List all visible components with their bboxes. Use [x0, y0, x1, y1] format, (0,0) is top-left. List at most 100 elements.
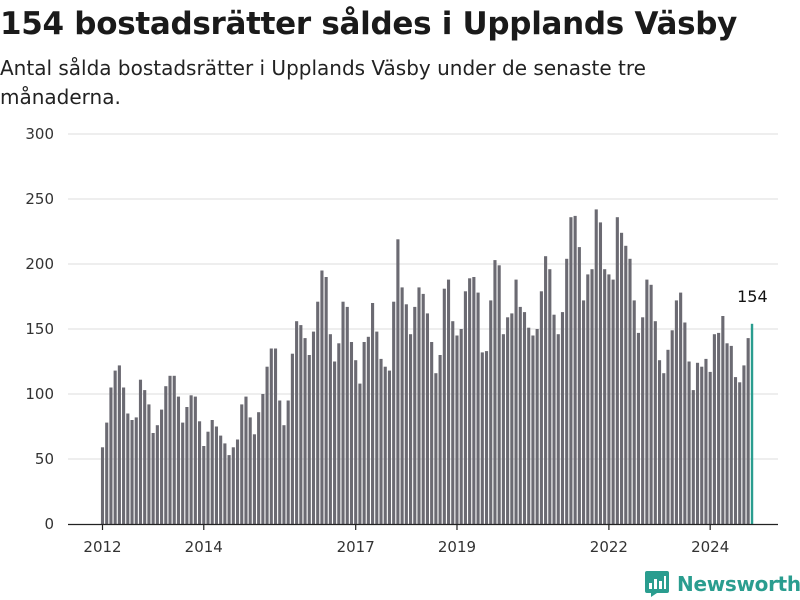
bar: [666, 349, 670, 524]
page-title: 154 bostadsrätter såldes i Upplands Väsb…: [0, 6, 738, 42]
bar: [628, 258, 632, 524]
bar: [586, 274, 590, 524]
bar: [459, 329, 463, 524]
bar: [569, 217, 573, 524]
bar: [438, 355, 442, 524]
bar: [354, 360, 358, 524]
bar: [240, 404, 244, 524]
bar: [577, 247, 581, 524]
bar: [295, 321, 299, 524]
bar: [531, 335, 535, 524]
bar: [573, 215, 577, 524]
bar: [366, 336, 370, 524]
bar: [396, 239, 400, 525]
bar: [269, 348, 273, 524]
bar: [307, 355, 311, 524]
bar: [582, 300, 586, 524]
bar: [206, 431, 210, 524]
bar: [358, 383, 362, 524]
bars: [100, 209, 754, 525]
bar: [700, 366, 704, 524]
bar: [691, 390, 695, 524]
bar: [484, 351, 489, 524]
bar: [455, 335, 459, 524]
bar: [729, 345, 733, 524]
bar: [143, 390, 147, 524]
x-tick-label: 2012: [83, 538, 121, 556]
bar: [265, 366, 269, 524]
bar: [223, 443, 227, 524]
bar: [708, 371, 712, 524]
bar: [409, 334, 413, 524]
y-tick-label: 150: [25, 320, 54, 338]
bar: [320, 270, 324, 524]
bar-value-label: 154: [737, 287, 768, 306]
bar: [155, 425, 159, 524]
bar: [472, 277, 476, 524]
bar: [375, 331, 379, 524]
y-tick-label: 200: [25, 255, 54, 273]
bar: [679, 292, 683, 524]
bar: [189, 395, 193, 524]
bar: [535, 329, 539, 524]
bar: [413, 306, 417, 524]
y-tick-label: 50: [35, 450, 54, 468]
bar: [210, 420, 214, 524]
bar: [607, 274, 611, 524]
bar: [565, 258, 569, 524]
bar: [670, 330, 674, 524]
bar: [227, 455, 231, 524]
bar: [506, 317, 510, 524]
bar: [383, 366, 387, 524]
bar: [105, 422, 109, 524]
bar: [404, 304, 408, 524]
bar: [624, 245, 628, 525]
bar: [235, 439, 240, 524]
bar: [286, 400, 290, 524]
bar: [518, 306, 522, 524]
bar: [316, 301, 320, 524]
bar: [615, 217, 619, 524]
bar-highlight: [750, 323, 754, 524]
bar: [379, 358, 383, 524]
bar: [349, 342, 354, 524]
bar: [417, 287, 421, 524]
bar: [387, 370, 392, 524]
bar: [497, 265, 501, 524]
y-tick-label: 0: [44, 515, 54, 533]
bar: [712, 334, 716, 524]
bar: [480, 352, 484, 524]
bar: [746, 338, 750, 524]
brand-name: Newsworthy: [677, 572, 800, 596]
bar: [244, 396, 248, 524]
bar: [717, 332, 721, 524]
bar: [248, 417, 252, 524]
bar: [252, 434, 256, 524]
bar: [442, 288, 446, 524]
bar: [425, 313, 429, 524]
y-tick-label: 250: [25, 190, 54, 208]
bar: [468, 278, 472, 524]
bar: [231, 447, 235, 524]
bar: [126, 413, 130, 524]
y-axis-ticks: 0 50 100 150 200 250 300: [25, 125, 54, 533]
bar: [657, 360, 662, 524]
bar: [337, 343, 341, 524]
annotation: 154: [737, 287, 768, 306]
bar: [219, 435, 223, 524]
bar: [493, 260, 497, 524]
page-subtitle: Antal sålda bostadsrätter i Upplands Väs…: [0, 56, 646, 109]
bar: [202, 446, 206, 524]
bar: [160, 409, 164, 524]
bar: [548, 269, 552, 524]
bar: [172, 375, 176, 524]
bar: [463, 291, 467, 524]
bar: [299, 325, 303, 524]
bar: [168, 375, 172, 524]
bar: [134, 417, 138, 524]
bar: [261, 394, 265, 524]
bar: [653, 321, 657, 524]
bar: [324, 277, 328, 524]
x-axis: 2012 2014 2017 2019 2022 2024: [68, 523, 778, 556]
